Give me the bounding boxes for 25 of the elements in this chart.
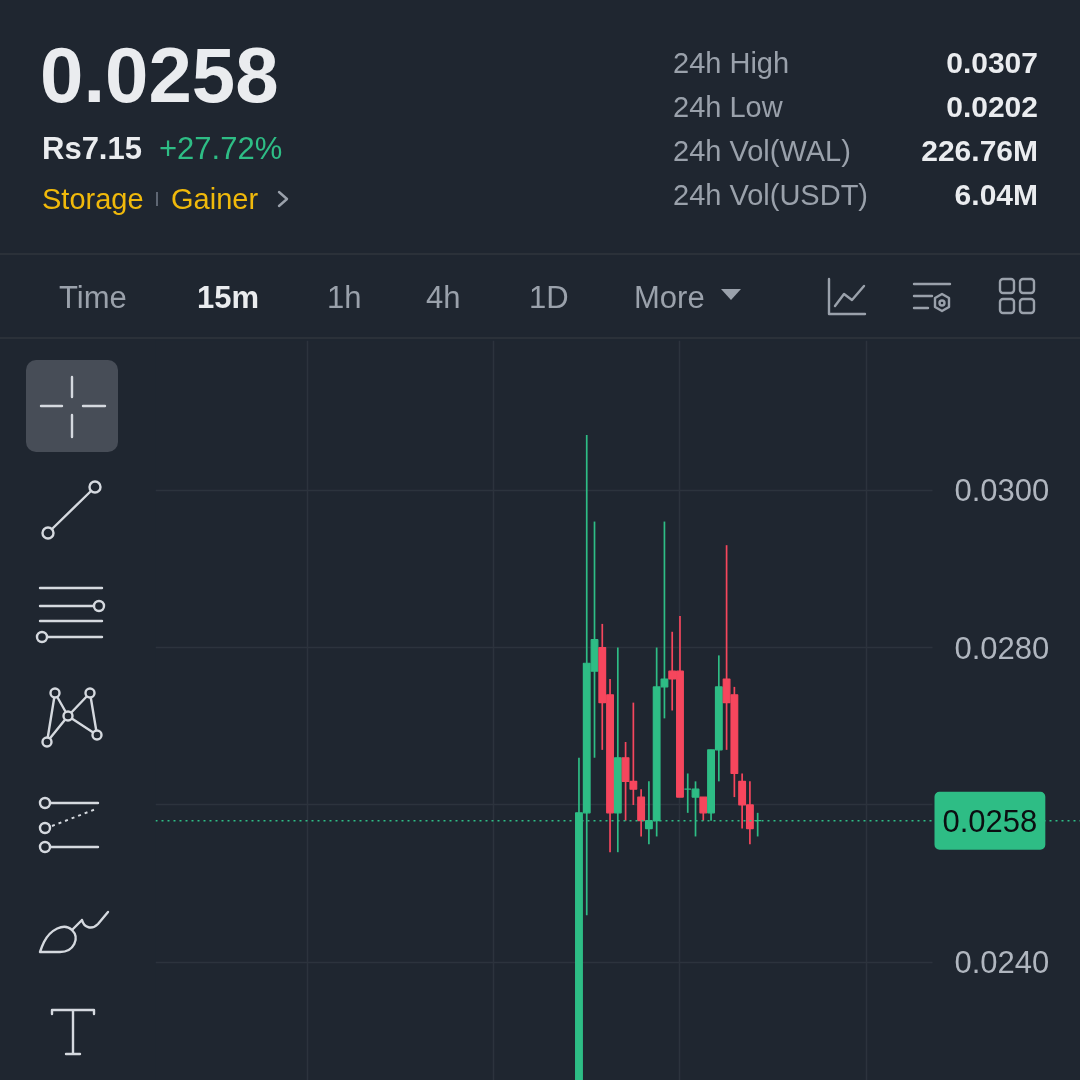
text: +27.72% [159,130,283,167]
text: Gainer [171,182,259,217]
text: 4h [426,279,461,316]
text: 0.0307 [946,46,1038,81]
text: 0.0202 [946,90,1038,125]
text: 24h Low [673,90,783,125]
text: More [634,279,705,316]
text: 24h High [673,46,790,81]
y-tick-label: 0.0240 [954,945,1050,981]
chart-title: 0.0258 [40,31,279,121]
candlestick [699,796,708,822]
text: 1h [327,279,362,316]
text: 226.76M [921,134,1038,169]
text: Time [59,279,127,316]
text: 6.04M [954,178,1038,213]
text: Rs7.15 [42,130,142,167]
text: 24h Vol(USDT) [673,178,869,213]
text: 1D [529,279,569,316]
text: 24h Vol(WAL) [673,134,851,169]
text: Storage [42,182,144,217]
y-tick-label: 0.0300 [954,473,1050,509]
ref-line-label: 0.0258 [942,803,1038,839]
text: 15m [197,279,260,316]
y-tick-label: 0.0280 [954,630,1050,666]
candlestick [637,788,646,838]
